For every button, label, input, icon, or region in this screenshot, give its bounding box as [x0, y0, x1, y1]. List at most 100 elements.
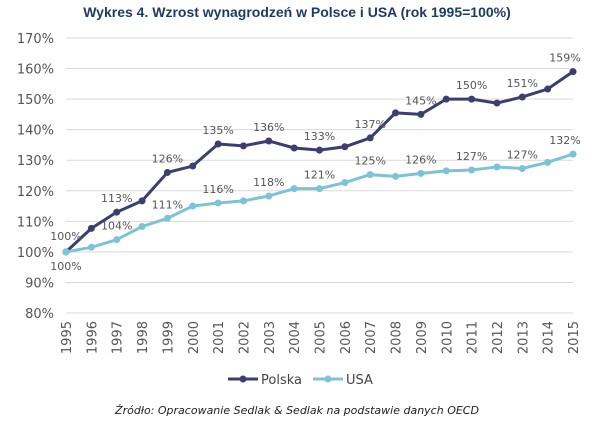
data-labels: 100% 113% 126% 135% 136% 133% 137% 145% 150% 151%… [50, 52, 580, 273]
y-tick-label: 160% [17, 63, 54, 78]
data-point-usa [62, 248, 70, 256]
x-tick-label: 2004 [288, 321, 303, 354]
x-tick-label: 2012 [491, 321, 506, 354]
x-tick-label: 1997 [111, 321, 126, 354]
data-point-polska [544, 85, 552, 93]
y-tick-label: 110% [17, 215, 54, 230]
y-tick-label: 130% [17, 154, 54, 169]
data-point-usa [392, 172, 400, 180]
data-label-polska: 137% [354, 118, 385, 131]
data-label-polska: 145% [405, 94, 436, 107]
data-label-usa: 132% [549, 134, 580, 147]
x-tick-label: 1996 [85, 321, 100, 354]
chart-title: Wykres 4. Wzrost wynagrodzeń w Polsce i … [83, 4, 511, 20]
data-label-polska: 133% [304, 130, 335, 143]
x-tick-label: 2003 [263, 321, 278, 354]
x-tick-label: 2000 [187, 321, 202, 354]
x-tick-label: 2010 [440, 321, 455, 354]
data-point-usa [189, 202, 197, 210]
data-point-polska [113, 208, 121, 216]
data-point-polska [341, 143, 349, 151]
data-point-usa [493, 163, 501, 171]
x-tick-label: 1999 [161, 321, 176, 354]
data-point-polska [468, 95, 476, 103]
data-point-usa [163, 214, 171, 222]
data-label-polska: 126% [152, 152, 183, 165]
x-tick-label: 2013 [516, 321, 531, 354]
x-tick-label: 2011 [466, 321, 481, 354]
x-tick-label: 2007 [364, 321, 379, 354]
data-point-usa [569, 150, 577, 158]
y-tick-label: 80% [25, 307, 54, 322]
x-tick-label: 2014 [542, 321, 557, 354]
data-point-polska [290, 144, 298, 152]
data-point-usa [366, 171, 374, 179]
data-label-usa: 121% [304, 169, 335, 182]
data-label-usa: 125% [354, 155, 385, 168]
x-tick-label: 1998 [136, 321, 151, 354]
data-point-polska [518, 93, 526, 101]
x-tick-label: 2009 [415, 321, 430, 354]
x-tick-label: 2015 [567, 321, 582, 354]
y-tick-label: 90% [25, 276, 54, 291]
data-point-polska [442, 95, 450, 103]
y-tick-label: 140% [17, 124, 54, 139]
x-tick-label: 2002 [237, 321, 252, 354]
data-point-usa [239, 197, 247, 205]
x-tick-label: 2006 [339, 321, 354, 354]
x-tick-label: 2001 [212, 321, 227, 354]
data-point-polska [265, 137, 273, 145]
data-point-usa [417, 169, 425, 177]
x-tick-label: 2005 [314, 321, 329, 354]
data-point-polska [493, 99, 501, 107]
x-axis-ticks: 1995 1996 1997 1998 1999 2000 2001 2002 2003 2004… [60, 321, 582, 354]
data-point-usa [214, 199, 222, 207]
chart-source-note: Źródło: Opracowanie Sedlak & Sedlak na p… [115, 404, 479, 417]
data-label-polska: 150% [456, 79, 487, 92]
data-label-polska: 151% [507, 77, 538, 90]
legend-label-usa: USA [346, 373, 373, 388]
data-point-polska [87, 224, 95, 232]
data-point-polska [163, 168, 171, 176]
data-point-polska [392, 109, 400, 117]
legend-marker-usa [324, 375, 332, 383]
data-point-usa [265, 192, 273, 200]
data-point-usa [113, 236, 121, 244]
data-point-polska [316, 146, 323, 154]
data-label-polska: 113% [101, 192, 132, 205]
data-point-polska [239, 142, 247, 150]
data-label-usa: 127% [507, 148, 538, 161]
legend-label-polska: Polska [261, 373, 302, 388]
legend: Polska USA [228, 373, 373, 388]
x-tick-label: 2008 [390, 321, 405, 354]
data-label-usa: 116% [202, 183, 233, 196]
data-label-usa: 127% [456, 150, 487, 163]
y-tick-label: 170% [17, 32, 54, 47]
data-point-polska [214, 140, 222, 148]
data-label-usa: 126% [405, 153, 436, 166]
data-point-usa [341, 179, 349, 187]
data-label-usa: 118% [253, 176, 284, 189]
data-point-usa [544, 158, 552, 166]
legend-marker-polska [239, 375, 247, 383]
data-point-polska [366, 134, 374, 142]
data-point-polska [569, 68, 577, 76]
data-label-polska: 135% [202, 124, 233, 137]
data-point-polska [189, 162, 197, 170]
series-lines [62, 68, 577, 256]
y-axis-ticks: 80% 90% 100% 110% 120% 130% 140% 150% 160% 170% [17, 32, 54, 322]
y-tick-label: 150% [17, 93, 54, 108]
data-point-polska [138, 197, 146, 205]
data-point-usa [442, 167, 450, 175]
data-label-usa: 100% [50, 260, 81, 273]
data-label-usa: 104% [101, 220, 132, 233]
data-point-polska [417, 110, 425, 118]
data-point-usa [138, 223, 146, 231]
data-point-usa [87, 243, 95, 251]
data-point-usa [468, 166, 476, 174]
data-label-polska: 100% [50, 230, 81, 243]
y-tick-label: 120% [17, 185, 54, 200]
data-label-polska: 136% [253, 121, 284, 134]
y-tick-label: 100% [17, 246, 54, 261]
